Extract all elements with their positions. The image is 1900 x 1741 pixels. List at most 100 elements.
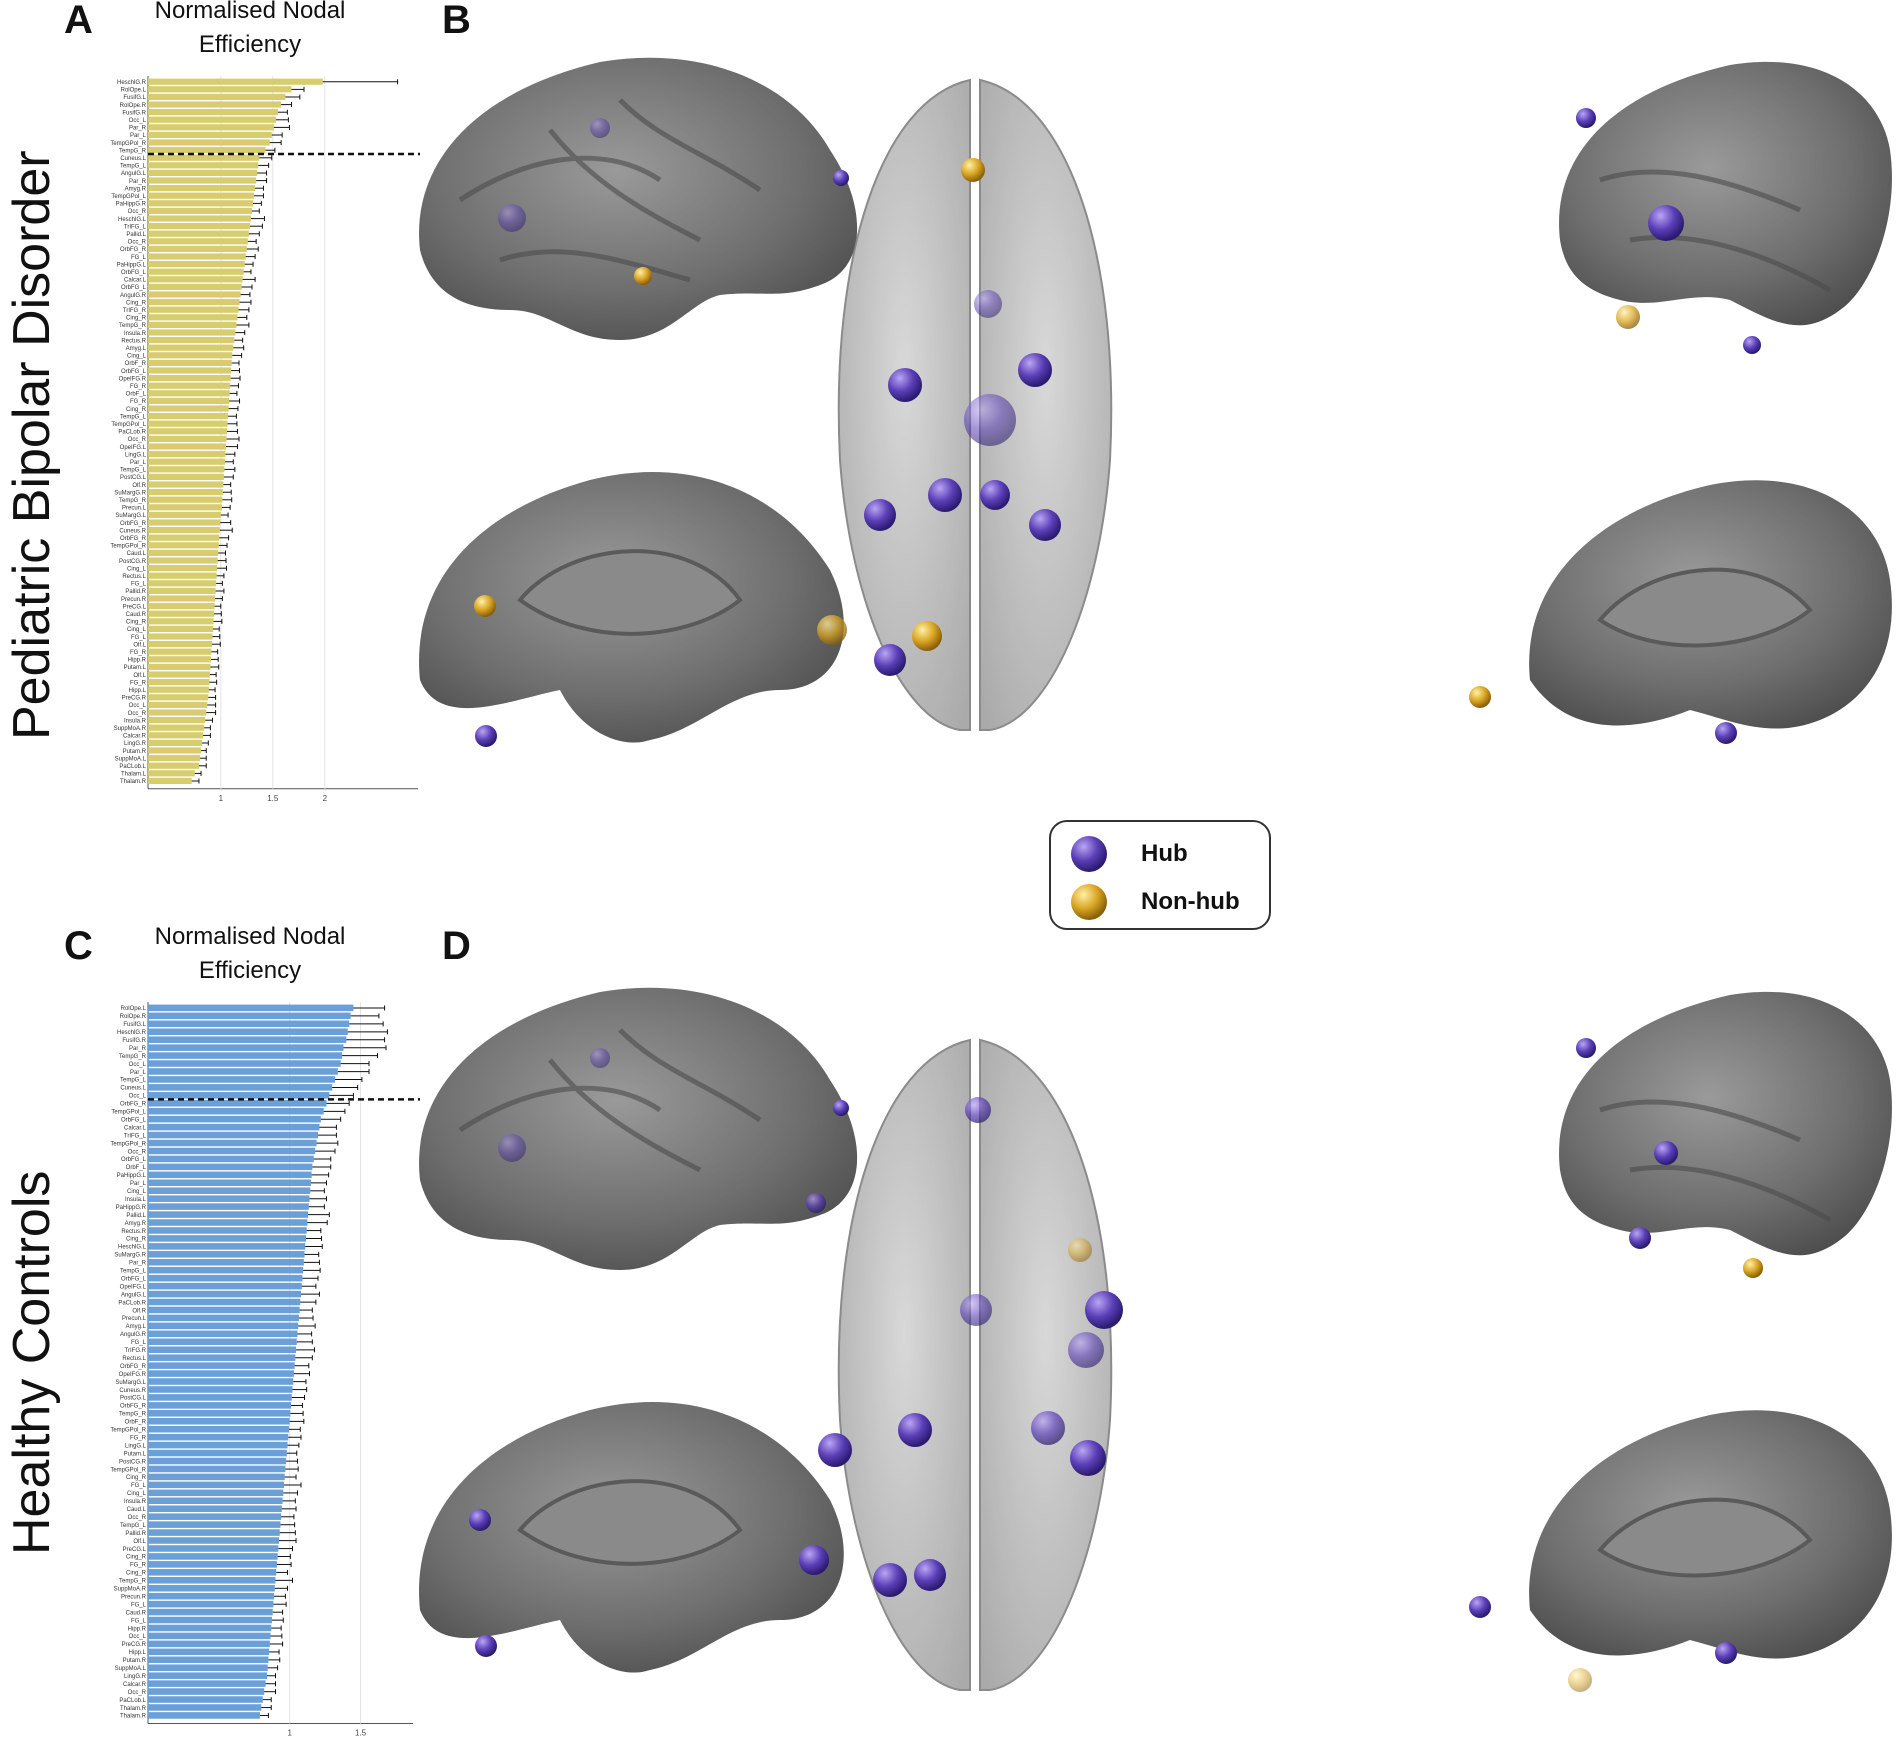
- bar: [148, 747, 202, 754]
- category-label: Cuneus.R: [119, 528, 146, 534]
- bar: [148, 1505, 282, 1512]
- bar: [148, 1139, 317, 1147]
- bar: [148, 625, 213, 632]
- x-tick-label: 1.5: [355, 1729, 367, 1737]
- bar: [148, 610, 215, 617]
- bar: [148, 777, 192, 784]
- category-label: OpeIFG.L: [120, 445, 147, 451]
- category-label: TempG_L: [120, 164, 147, 170]
- category-label: HeschlG.L: [118, 1245, 147, 1251]
- bar: [148, 527, 220, 534]
- x-tick-label: 1: [287, 1729, 292, 1737]
- bar: [148, 245, 247, 252]
- bar: [148, 1457, 287, 1465]
- category-label: FG_L: [131, 635, 147, 641]
- category-label: Pallid.R: [125, 589, 146, 595]
- bar: [148, 352, 233, 359]
- bar: [148, 1545, 279, 1552]
- category-label: Occ_L: [129, 1094, 147, 1100]
- bar: [148, 1600, 274, 1608]
- bar: [148, 633, 213, 640]
- category-label: SuMargG.L: [115, 1380, 146, 1386]
- category-label: Precun.R: [121, 597, 147, 603]
- bar: [148, 739, 203, 746]
- category-label: Par_L: [130, 1181, 147, 1187]
- category-label: Thalam.R: [120, 1714, 147, 1720]
- category-label: SuMargG.R: [114, 1253, 146, 1259]
- category-label: FG_R: [130, 1435, 147, 1441]
- bar: [148, 443, 226, 450]
- bar: [148, 648, 212, 655]
- bar: [148, 131, 272, 138]
- category-label: Par_R: [129, 126, 147, 132]
- bar: [148, 1664, 268, 1671]
- bar: [148, 603, 215, 610]
- x-tick-label: 2: [323, 794, 328, 803]
- category-label: SuMargG.L: [115, 513, 146, 519]
- category-label: PostCG.L: [120, 475, 147, 481]
- x-tick-label: 1: [219, 794, 224, 803]
- category-label: TempGPol_L: [111, 194, 146, 200]
- bar: [148, 78, 323, 85]
- category-label: Putam.R: [123, 1658, 147, 1664]
- category-label: FG_L: [131, 1340, 147, 1346]
- category-label: PaCLob.R: [118, 1300, 146, 1306]
- category-label: Occ_R: [128, 240, 147, 246]
- bar: [148, 185, 256, 192]
- category-label: Occ_L: [129, 118, 147, 124]
- bar: [148, 1569, 277, 1576]
- category-label: TrIFG.R: [125, 1348, 147, 1354]
- bar: [148, 1076, 335, 1083]
- category-label: OpeIFG.R: [119, 376, 147, 382]
- bar: [148, 1171, 312, 1179]
- bar: [148, 671, 210, 678]
- bar: [148, 1616, 272, 1624]
- bar: [148, 1012, 351, 1020]
- brain-b-medial-right: [1529, 480, 1892, 729]
- bar: [148, 1274, 303, 1282]
- bar: [148, 1704, 262, 1711]
- bar: [148, 1489, 284, 1497]
- bar: [148, 1354, 296, 1361]
- bar: [148, 1433, 289, 1441]
- category-label: Amyg.R: [125, 186, 147, 192]
- category-label: LingG.R: [124, 741, 147, 747]
- bar: [148, 1036, 347, 1043]
- bar: [148, 1624, 272, 1632]
- bar: [148, 1632, 271, 1640]
- bar: [148, 1338, 297, 1346]
- category-label: SuppMoA.R: [114, 1587, 147, 1593]
- bar: [148, 481, 224, 488]
- hub-legend-icon: [1071, 836, 1107, 872]
- category-label: Calcar.R: [123, 734, 147, 740]
- bar: [148, 1378, 294, 1385]
- category-label: Hipp.L: [129, 1650, 147, 1656]
- chart-a-title: Normalised Nodal Efficiency: [154, 0, 346, 58]
- bar: [148, 1680, 266, 1687]
- bar: [148, 1465, 286, 1473]
- category-label: Rectus.R: [121, 338, 146, 344]
- category-label: Cing_L: [127, 1491, 147, 1497]
- bar: [148, 1068, 338, 1075]
- category-label: Occ_R: [128, 1149, 147, 1155]
- bar: [148, 1251, 305, 1258]
- category-label: PreCG.L: [123, 1547, 147, 1553]
- category-label: Par_R: [129, 1261, 147, 1267]
- category-label: OrbFG_R: [120, 536, 147, 542]
- bar: [148, 382, 231, 389]
- category-label: Cuneus.L: [120, 156, 146, 162]
- category-label: Thalam.L: [121, 772, 147, 778]
- row-label-hc: Healthy Controls: [3, 1170, 61, 1555]
- bar: [148, 283, 242, 290]
- category-label: Hipp.R: [128, 1626, 147, 1632]
- category-label: FG_L: [131, 1602, 147, 1608]
- category-label: PostCG.R: [119, 1459, 147, 1465]
- category-label: FG_L: [131, 1618, 147, 1624]
- bar: [148, 428, 228, 435]
- bar: [148, 1529, 280, 1536]
- brain-b-lateral-left: [419, 57, 858, 340]
- bar: [148, 1306, 300, 1314]
- bar: [148, 1044, 344, 1051]
- bar: [148, 557, 218, 564]
- bar: [148, 762, 199, 769]
